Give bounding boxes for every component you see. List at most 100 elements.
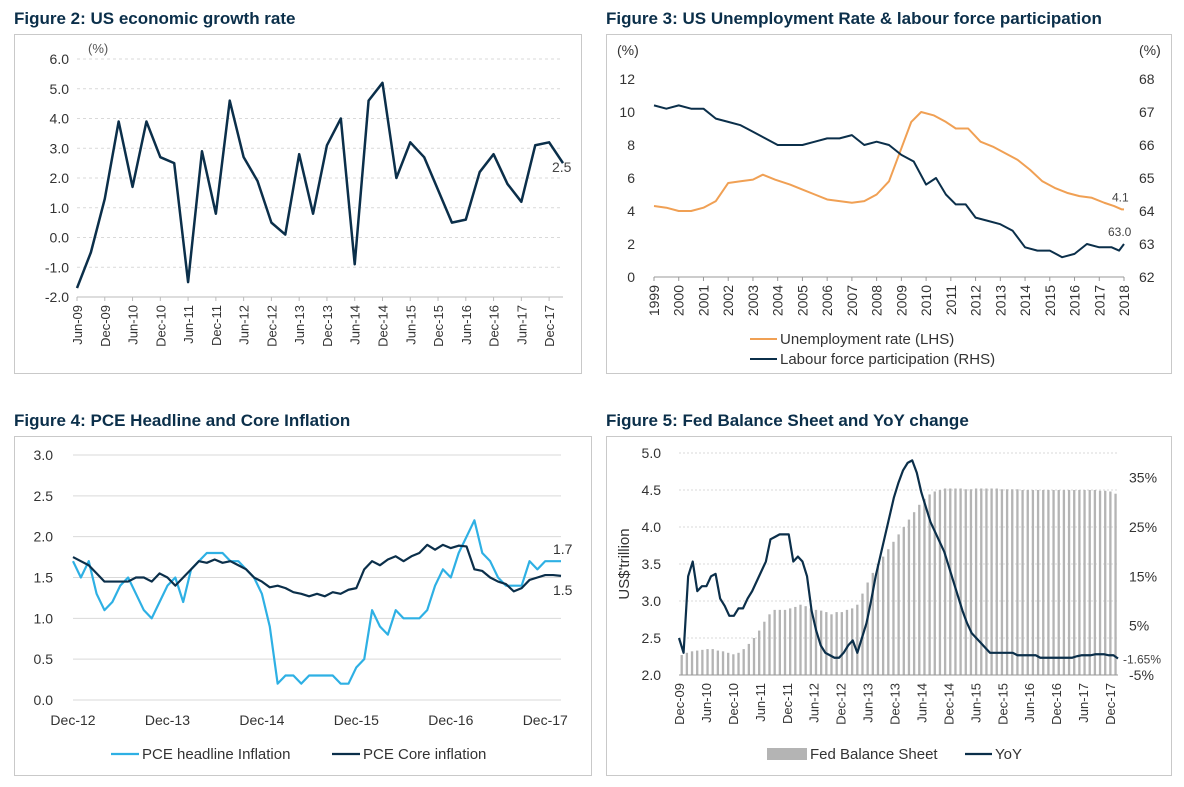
balance-sheet-bar [701, 649, 704, 675]
balance-sheet-bar [794, 606, 797, 675]
y-tick-label-left: 4.0 [642, 519, 662, 535]
balance-sheet-bar [964, 489, 967, 675]
x-tick-label: Dec-17 [523, 712, 568, 728]
y-tick-label-right: 15% [1129, 568, 1157, 584]
balance-sheet-bar [814, 609, 818, 675]
figure-4-title: Figure 4: PCE Headline and Core Inflatio… [14, 411, 351, 430]
x-tick-label: Dec-16 [1049, 683, 1064, 725]
balance-sheet-bar [752, 638, 756, 675]
y-tick-label-left: 2.5 [642, 630, 662, 646]
y-tick-label-right: 62 [1139, 269, 1155, 285]
x-tick-label: Jun-10 [126, 305, 141, 345]
balance-sheet-bar [809, 608, 812, 675]
y-unit-right: (%) [1139, 42, 1161, 58]
participation-line [653, 104, 1125, 259]
x-tick-label: Dec-16 [428, 712, 473, 728]
balance-sheet-bar [1104, 490, 1107, 675]
balance-sheet-bar [1098, 490, 1102, 675]
y-tick-label-left: 4 [627, 203, 635, 219]
x-tick-label: Dec-17 [1103, 683, 1118, 725]
legend-label-yoy: YoY [995, 746, 1022, 763]
balance-sheet-bar [819, 610, 823, 675]
balance-sheet-bar [1062, 490, 1066, 675]
x-tick-label: Dec-09 [98, 305, 113, 347]
balance-sheet-bar [716, 650, 720, 675]
balance-sheet-bar [1042, 490, 1045, 675]
balance-sheet-bar [732, 654, 735, 675]
x-tick-label: Jun-10 [699, 683, 714, 723]
balance-sheet-bar [1073, 490, 1076, 675]
x-tick-label: Jun-17 [514, 305, 529, 345]
y-tick-label-right: 63 [1139, 236, 1155, 252]
x-tick-label: Jun-16 [459, 305, 474, 345]
balance-sheet-bar [918, 504, 921, 675]
balance-sheet-bar [881, 556, 885, 675]
y-tick-label-right: -5% [1129, 667, 1154, 683]
balance-sheet-bar [845, 609, 849, 675]
balance-sheet-bar [825, 612, 828, 675]
x-tick-label: Dec-12 [50, 712, 95, 728]
balance-sheet-bar [706, 649, 709, 675]
pce-inflation-chart: 0.0 0.5 1.0 1.5 2.0 2.5 3.0 Dec-12 Dec-13 Dec-14 D… [34, 447, 573, 763]
balance-sheet-bar [923, 498, 926, 675]
balance-sheet-bar [1031, 490, 1035, 675]
y-tick-label: 2.0 [34, 529, 54, 545]
y-tick-label-right: 5% [1129, 618, 1149, 634]
y-tick-label-right: 67 [1139, 104, 1155, 120]
x-tick-label: 2018 [1116, 285, 1132, 316]
balance-sheet-bar [1000, 489, 1004, 675]
balance-sheet-bar [969, 489, 973, 675]
x-tick-label: Jun-15 [403, 305, 418, 345]
balance-sheet-bar [721, 651, 725, 675]
balance-sheet-bar [778, 609, 782, 675]
balance-sheet-bar [980, 488, 983, 675]
x-tick-label: Dec-16 [487, 305, 502, 347]
figure-2-panel: -2.0 -1.0 0.0 1.0 2.0 3.0 4.0 5.0 6.0 (%) Jun-09 De… [14, 34, 582, 374]
x-tick-label: Jun-14 [914, 683, 929, 723]
y-tick-label-left: 6 [627, 170, 635, 186]
figure-2-title: Figure 2: US economic growth rate [14, 9, 296, 28]
x-tick-label: 1999 [646, 285, 662, 316]
figure-5-panel: 2.0 2.5 3.0 3.5 4.0 4.5 5.0 -5% 5% 15% 25% 35% US$'t… [606, 436, 1172, 776]
x-tick-label: Jun-13 [861, 683, 876, 723]
y-tick-label-left: 12 [619, 71, 635, 87]
y-tick-label: 2.0 [50, 170, 70, 186]
fed-balance-sheet-chart: 2.0 2.5 3.0 3.5 4.0 4.5 5.0 -5% 5% 15% 25% 35% US$'t… [616, 445, 1161, 763]
balance-sheet-bar [768, 614, 771, 675]
x-tick-label: 2009 [893, 285, 909, 316]
balance-sheet-bar [1011, 489, 1014, 675]
end-value-label: 2.5 [552, 159, 572, 175]
x-tick-label: Jun-17 [1076, 683, 1091, 723]
x-tick-label: 2001 [695, 285, 711, 316]
x-tick-label: 2013 [992, 285, 1008, 316]
yoy-end-label: -1.65% [1123, 652, 1161, 666]
balance-sheet-bar [835, 612, 838, 675]
y-tick-label: -1.0 [45, 259, 69, 275]
balance-sheet-bar [690, 651, 694, 675]
x-tick-label: Jun-11 [753, 683, 768, 722]
y-tick-label: 1.0 [50, 200, 70, 216]
figure-5-title: Figure 5: Fed Balance Sheet and YoY chan… [606, 411, 969, 430]
balance-sheet-bar [959, 488, 962, 675]
x-tick-label: 2016 [1067, 285, 1083, 316]
y-tick-label: 0.5 [34, 651, 54, 667]
balance-sheet-bar [742, 649, 745, 675]
legend-label-balance-sheet: Fed Balance Sheet [810, 746, 938, 763]
x-tick-label: 2014 [1017, 285, 1033, 316]
y-tick-label: 5.0 [50, 81, 70, 97]
balance-sheet-bar [1026, 490, 1029, 675]
x-tick-label: Dec-14 [239, 712, 284, 728]
balance-sheet-bar [985, 488, 988, 675]
balance-sheet-bar [711, 649, 714, 675]
balance-sheet-bar [840, 612, 843, 675]
x-tick-label: Dec-12 [264, 305, 279, 347]
x-tick-label: Jun-09 [70, 305, 85, 345]
balance-sheet-bar [954, 488, 957, 675]
balance-sheet-bar [1047, 490, 1050, 675]
balance-sheet-bar [1036, 490, 1040, 675]
x-tick-label: 2012 [968, 285, 984, 316]
x-tick-label: Dec-15 [334, 712, 379, 728]
x-tick-label: 2004 [770, 285, 786, 316]
balance-sheet-bar [758, 630, 761, 675]
y-tick-label-right: 68 [1139, 71, 1155, 87]
